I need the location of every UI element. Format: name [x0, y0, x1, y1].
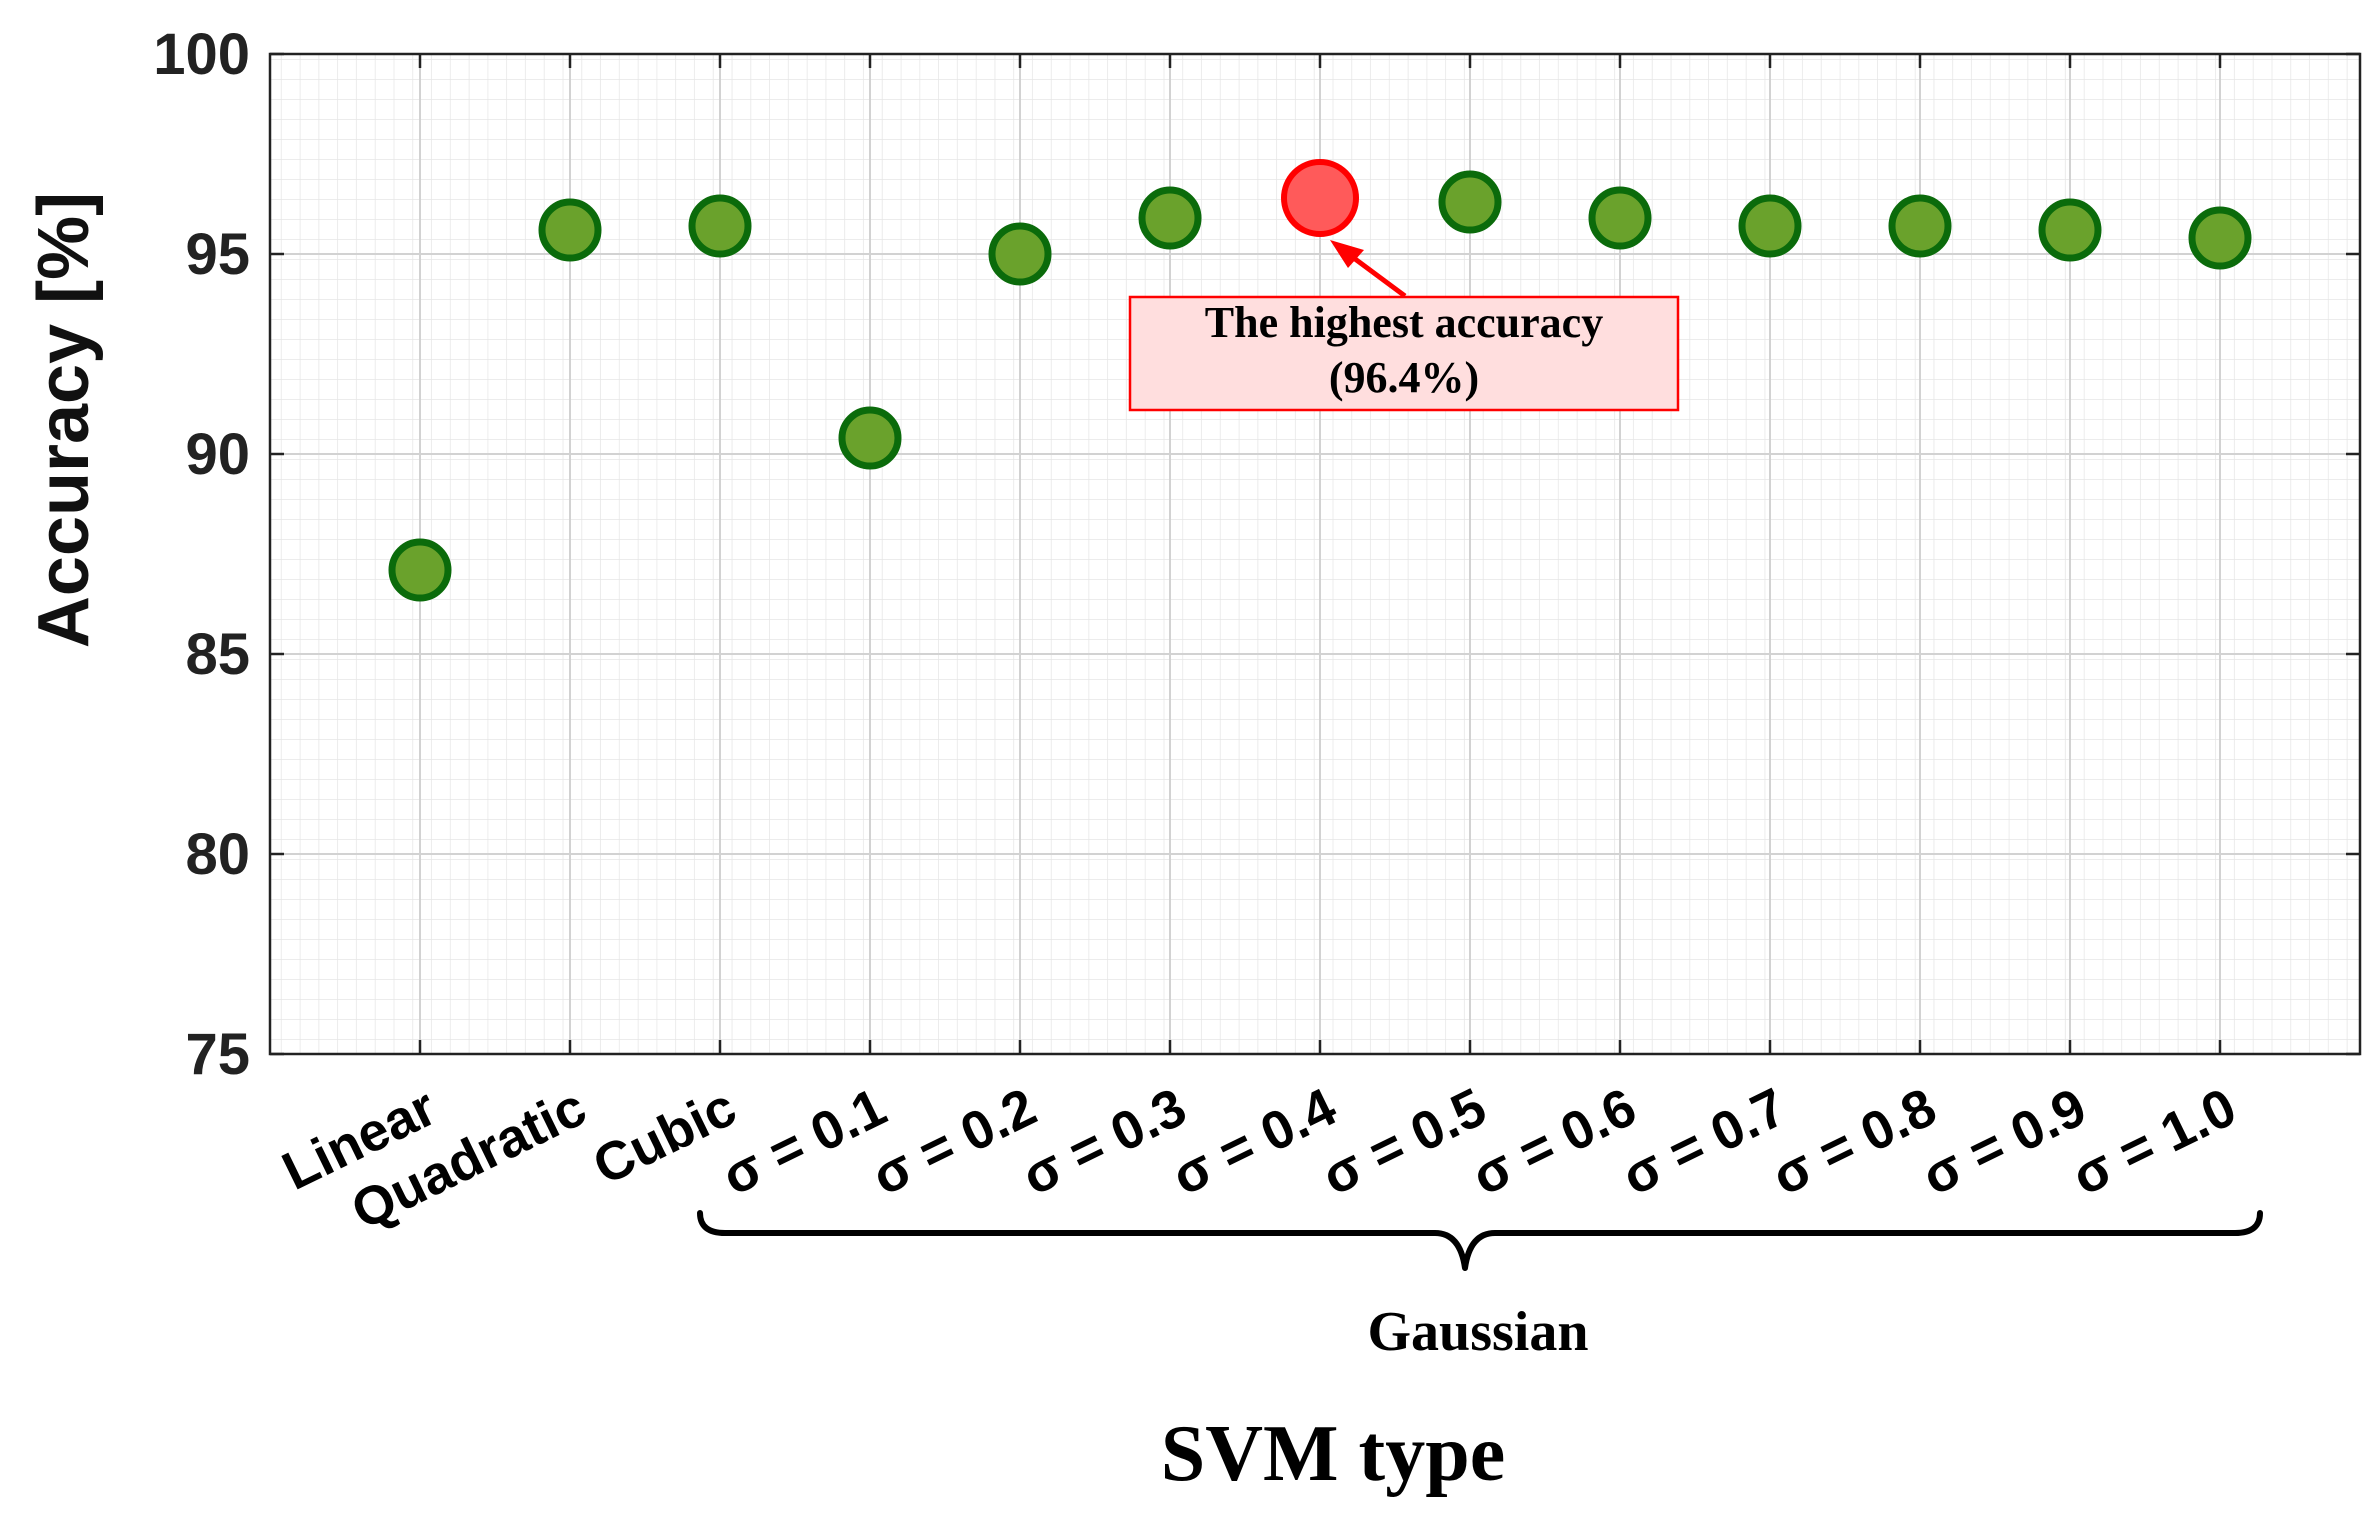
annotation-arrow-head	[1330, 240, 1364, 268]
x-tick-label: σ = 0.3	[1013, 1077, 1195, 1207]
y-axis-label: Accuracy [%]	[24, 192, 104, 648]
x-tick-label: σ = 0.9	[1913, 1077, 2095, 1207]
data-point	[538, 198, 602, 262]
y-tick-label: 100	[153, 22, 250, 87]
x-tick-label: σ = 0.5	[1313, 1077, 1495, 1207]
y-tick-label: 95	[185, 222, 250, 287]
x-tick-label: σ = 0.2	[863, 1077, 1045, 1207]
y-tick-label: 85	[185, 622, 250, 687]
y-tick-label: 90	[185, 422, 250, 487]
gaussian-brace	[697, 1210, 2263, 1271]
x-tick-label: σ = 0.1	[713, 1077, 895, 1207]
data-point	[388, 538, 452, 602]
data-point	[2188, 206, 2252, 270]
data-point	[838, 406, 902, 470]
x-tick-label: σ = 0.4	[1163, 1077, 1345, 1207]
annotation-line-1: The highest accuracy	[1205, 298, 1603, 347]
x-axis-label: SVM type	[1161, 1410, 1505, 1498]
x-tick-label: σ = 0.7	[1613, 1077, 1795, 1207]
x-tick-label: σ = 0.6	[1463, 1077, 1645, 1207]
y-axis-ticks: 75 80 85 90 95 100	[153, 22, 2360, 1087]
y-tick-label: 75	[185, 1022, 250, 1087]
data-point	[1138, 186, 1202, 250]
x-tick-label: σ = 0.8	[1763, 1077, 1945, 1207]
group-label: Gaussian	[1368, 1301, 1589, 1363]
data-point	[1888, 194, 1952, 258]
data-point	[988, 222, 1052, 286]
plot-frame	[268, 52, 2362, 1056]
annotation: The highest accuracy (96.4%)	[1128, 240, 1680, 412]
annotation-arrow-line	[1345, 250, 1407, 299]
y-tick-label: 80	[185, 822, 250, 887]
data-point	[1738, 194, 1802, 258]
annotation-box	[1128, 295, 1680, 412]
x-tick-label: Cubic	[584, 1077, 745, 1197]
x-tick-label: σ = 1.0	[2063, 1077, 2245, 1207]
data-point	[2038, 198, 2102, 262]
annotation-line-2: (96.4%)	[1329, 353, 1479, 402]
highlight-point	[1281, 159, 1359, 237]
data-point	[1588, 186, 1652, 250]
data-points	[388, 159, 2252, 602]
data-point	[688, 194, 752, 258]
brace-path	[697, 1210, 2263, 1271]
data-point	[1438, 170, 1502, 234]
